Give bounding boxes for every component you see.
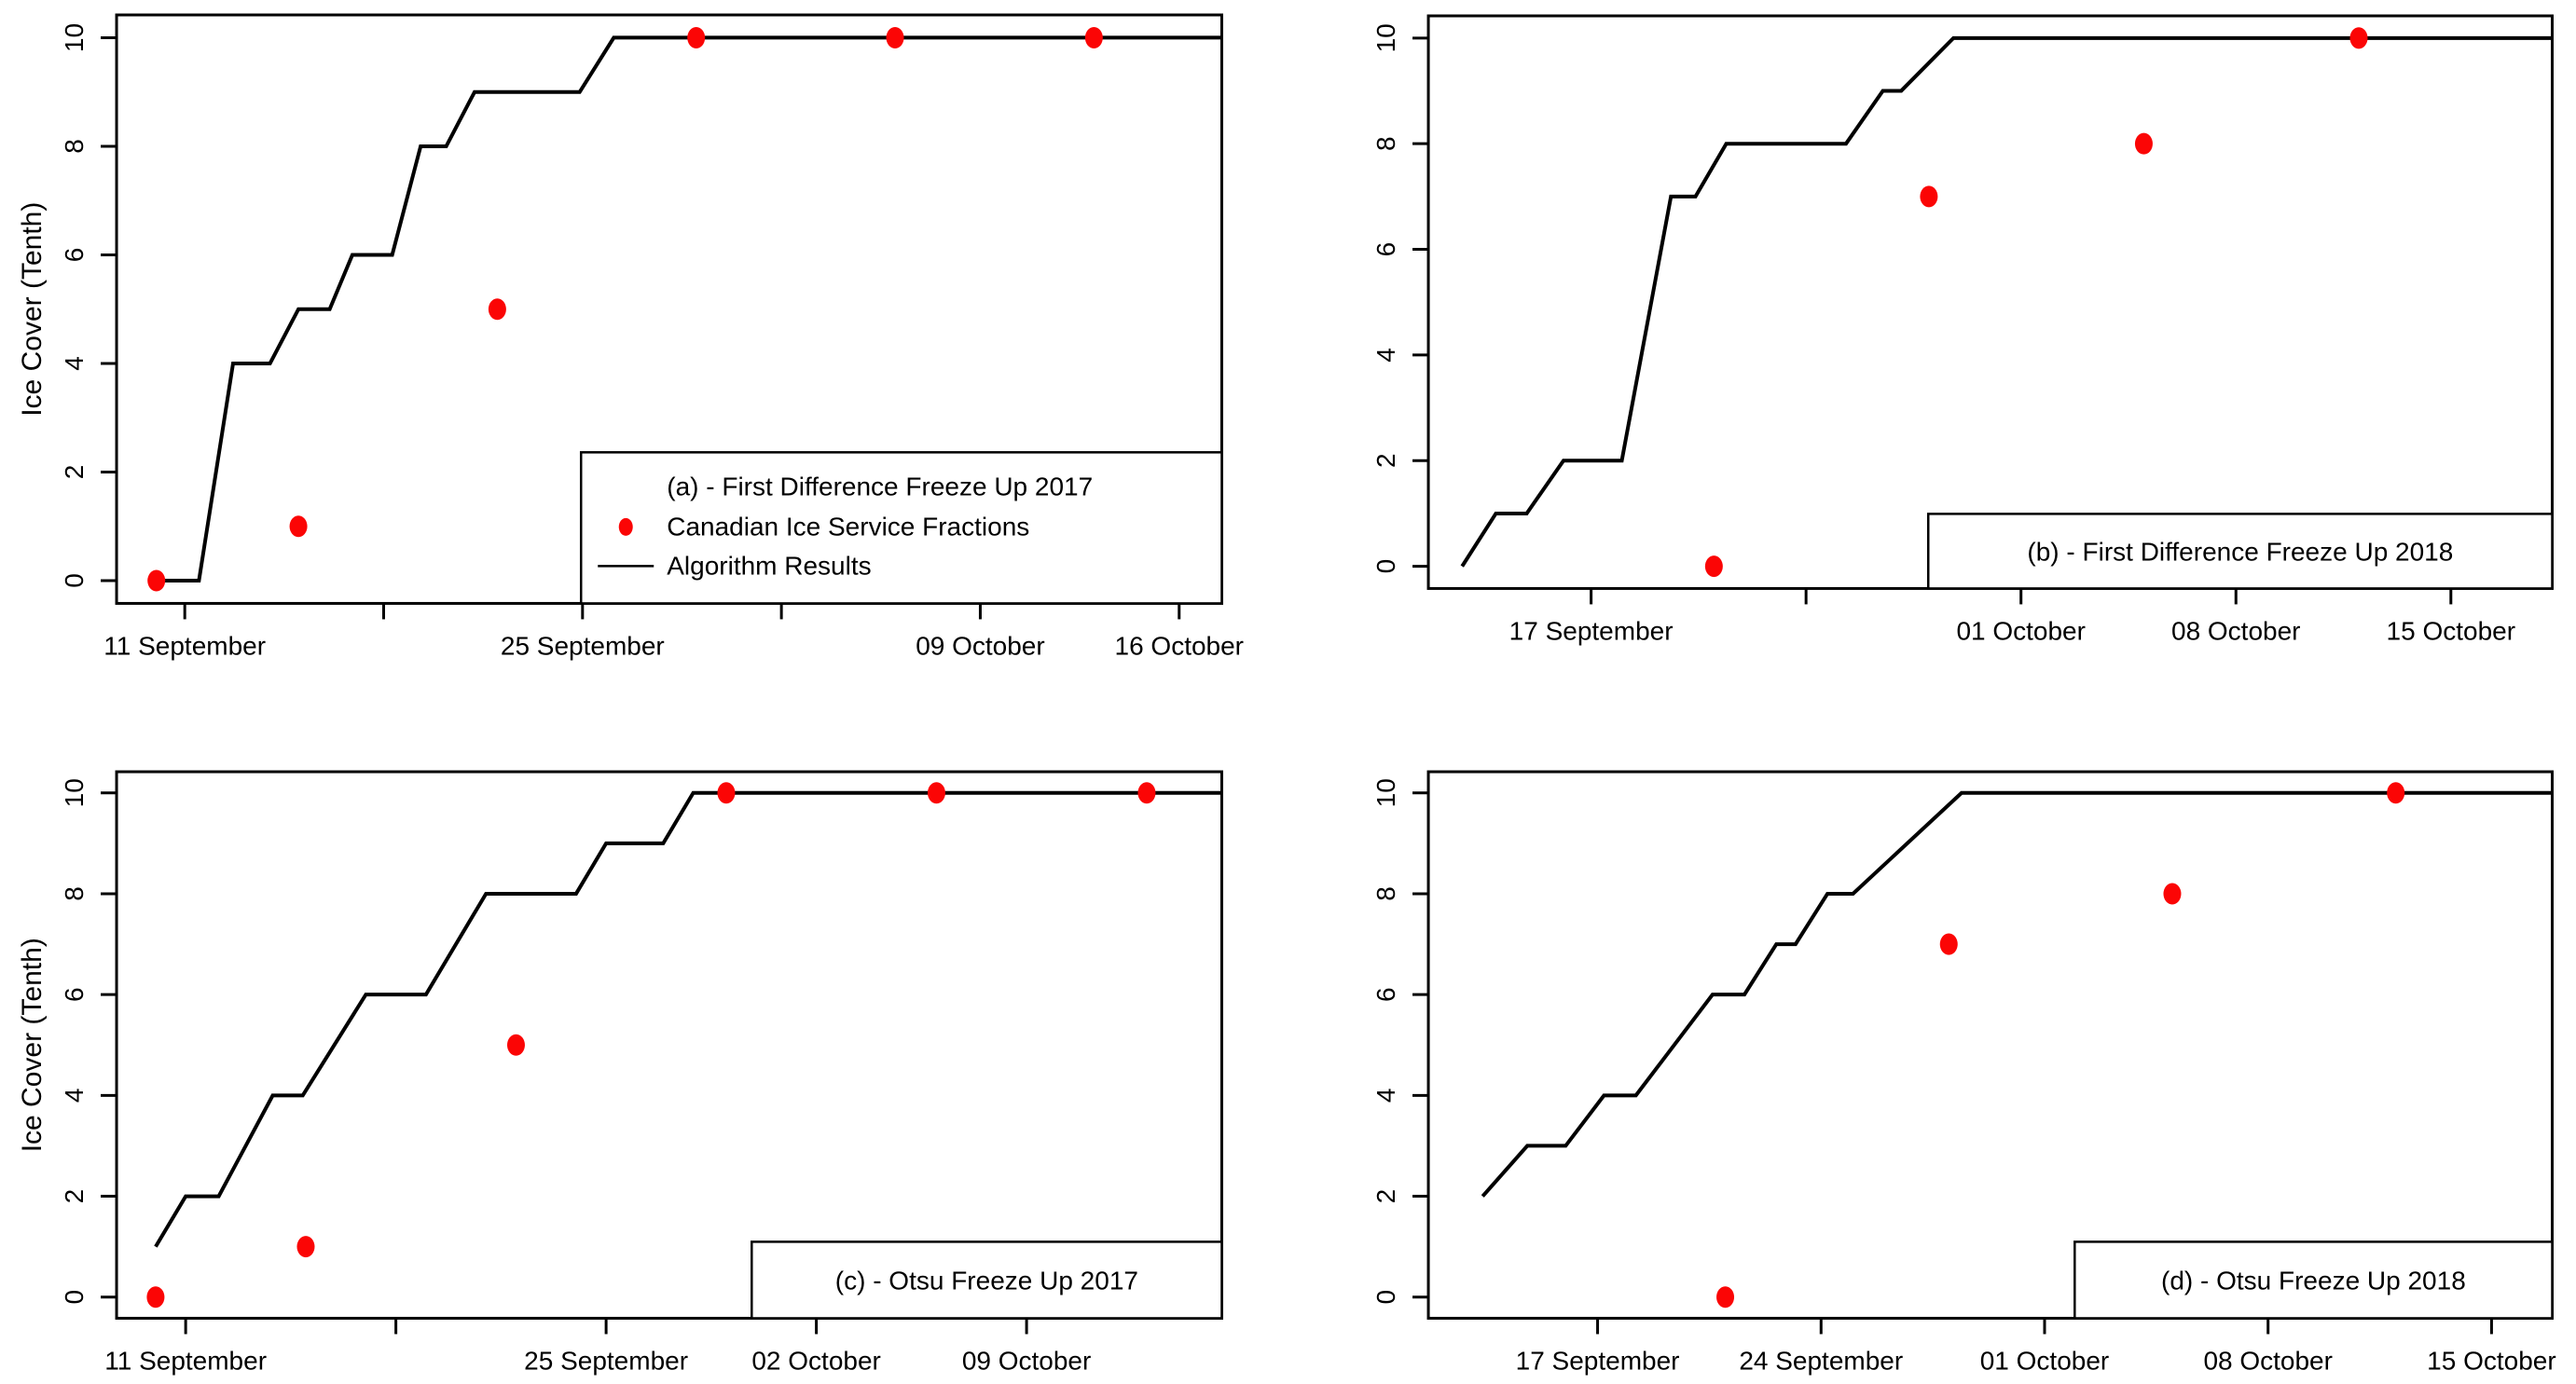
algorithm-results-line [1481,790,2552,1198]
y-tick-label: 10 [60,778,89,807]
x-tick-label: 09 October [916,631,1045,660]
x-tick-label: 25 September [524,1346,688,1375]
cis-fraction-dot [147,569,166,592]
y-tick-label: 2 [60,465,89,480]
cis-fraction-dot [2349,27,2368,49]
cis-fraction-dot [1919,185,1937,208]
y-tick-label: 4 [1371,1088,1400,1103]
cis-fraction-dot [1137,781,1156,803]
legend-item-label: Canadian Ice Service Fractions [667,512,1029,541]
panel-b-chart: 0 2 4 6 8 10 17 September 01 October 08 October 1… [1371,14,2554,645]
y-tick-label: 0 [1371,1289,1400,1304]
y-tick-label: 10 [1371,23,1400,52]
cis-fraction-dot [289,515,308,538]
cis-fraction-dot [2386,781,2404,803]
legend-title: (b) - First Difference Freeze Up 2018 [2027,537,2453,566]
algorithm-results-line [154,790,1222,1248]
plot-border [1426,770,2554,1320]
plot-border [115,770,1223,1320]
y-tick-label: 0 [60,573,89,588]
y-tick-label: 2 [1371,1188,1400,1203]
y-tick-label: 8 [60,886,89,901]
legend-title: (a) - First Difference Freeze Up 2017 [667,472,1093,500]
panel-a-chart: 0 2 4 6 8 10 11 September 25 September 09 Octobe… [17,13,1245,660]
x-tick-label: 16 October [1115,631,1245,660]
panel-d-chart: 0 2 4 6 8 10 17 September 24 September 01 Octobe… [1371,770,2556,1375]
x-tick-label: 01 October [1979,1346,2109,1375]
x-tick-label: 11 September [104,1346,267,1375]
cis-fraction-dot [1084,26,1103,48]
legend-item-label: Algorithm Results [667,551,871,580]
y-axis-title: Ice Cover (Tenth) [17,202,48,417]
x-tick-label: 25 September [501,631,665,660]
y-tick-label: 8 [1371,136,1400,151]
y-tick-label: 6 [60,987,89,1002]
y-tick-label: 2 [60,1188,89,1203]
cis-fraction-dot [146,1285,165,1308]
y-tick-label: 6 [60,248,89,263]
x-tick-label: 11 September [103,631,266,660]
panel-d: 0 2 4 6 8 10 17 September 24 September 01 Octobe… [1288,692,2576,1384]
legend-dot-symbol [618,517,633,536]
cis-fraction-dot [506,1034,525,1056]
y-tick-label: 6 [1371,987,1400,1002]
x-tick-label: 08 October [2203,1346,2333,1375]
cis-fraction-dot [927,781,945,803]
panel-c-chart: 0 2 4 6 8 10 11 September 25 September 02 Octobe… [17,770,1223,1375]
y-tick-label: 0 [1371,559,1400,574]
x-tick-label: 08 October [2171,616,2301,645]
y-tick-label: 0 [60,1289,89,1304]
cis-fraction-dot [2134,132,2153,155]
cis-fraction-dot [1704,555,1723,578]
y-tick-label: 4 [1371,348,1400,363]
algorithm-results-line [150,35,1222,583]
panel-a: 0 2 4 6 8 10 11 September 25 September 09 Octobe… [0,0,1288,692]
y-axis-title: Ice Cover (Tenth) [17,938,48,1152]
x-tick-label: 09 October [962,1346,1092,1375]
cis-fraction-dot [488,298,506,321]
y-tick-label: 8 [60,139,89,154]
legend-box [579,451,1223,605]
algorithm-results-line [1460,35,2552,568]
legend-title: (d) - Otsu Freeze Up 2018 [2161,1266,2466,1295]
x-tick-label: 24 September [1739,1346,1903,1375]
cis-fraction-dot [1939,933,1958,955]
cis-fraction-dot [717,781,736,803]
y-tick-label: 6 [1371,242,1400,257]
x-tick-label: 15 October [2427,1346,2556,1375]
x-tick-label: 15 October [2386,616,2515,645]
legend-box [2073,1240,2554,1320]
panel-c: 0 2 4 6 8 10 11 September 25 September 02 Octobe… [0,692,1288,1384]
y-tick-label: 10 [1371,778,1400,807]
cis-fraction-dot [2162,882,2181,904]
x-tick-label: 02 October [751,1346,881,1375]
x-tick-label: 01 October [1956,616,2086,645]
y-tick-label: 4 [60,1088,89,1103]
y-tick-label: 4 [60,356,89,371]
plot-border [1426,14,2554,590]
y-tick-label: 8 [1371,886,1400,901]
panel-b: 0 2 4 6 8 10 17 September 01 October 08 October 1… [1288,0,2576,692]
cis-fraction-dot [296,1235,315,1257]
legend-box [751,1240,1223,1320]
legend-title: (c) - Otsu Freeze Up 2017 [835,1266,1138,1295]
y-tick-label: 2 [1371,453,1400,468]
cis-fraction-dot [687,26,706,48]
y-tick-label: 10 [60,23,89,52]
x-tick-label: 17 September [1515,1346,1679,1375]
cis-fraction-dot [1715,1285,1734,1308]
cis-fraction-dot [886,26,904,48]
x-tick-label: 17 September [1508,616,1673,645]
legend-box [1926,513,2554,590]
